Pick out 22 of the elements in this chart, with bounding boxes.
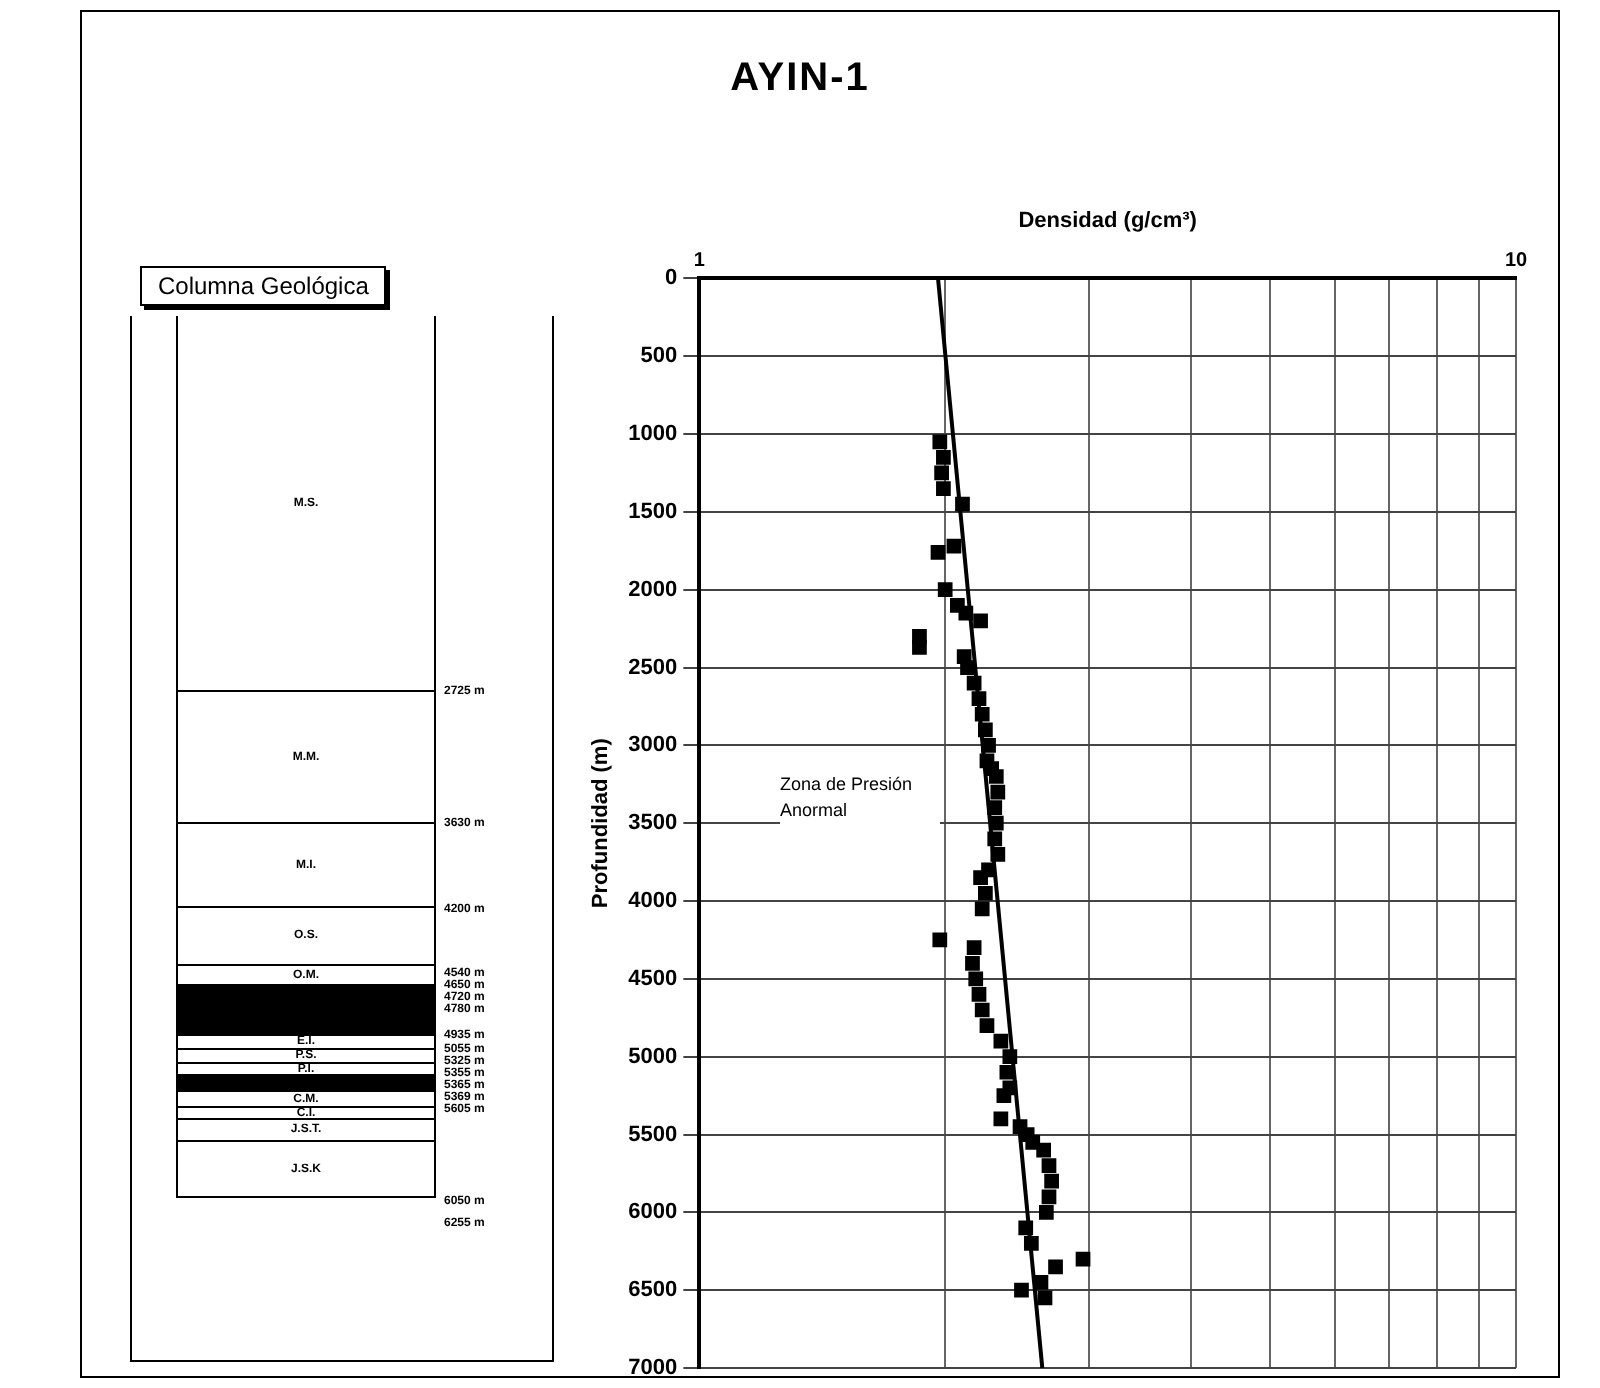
x-tick-label: 10: [1504, 249, 1528, 272]
y-tick-label: 5000: [628, 1044, 678, 1069]
y-tick-label: 4000: [628, 889, 678, 914]
y-tick-label: 2000: [628, 577, 678, 602]
y-tick-label: 500: [640, 344, 678, 369]
x-axis-title: Densidad (g/cm³): [1018, 209, 1198, 234]
y-tick-label: 6000: [628, 1200, 678, 1225]
y-tick-label: 5500: [628, 1122, 678, 1147]
y-tick-label: 7000: [628, 1356, 678, 1381]
x-tick-label: 1: [693, 249, 706, 272]
y-tick-label: 1000: [628, 422, 678, 447]
text: Columna Geológica: [140, 266, 387, 306]
y-tick-label: 3000: [628, 733, 678, 758]
y-tick-label: 0: [665, 266, 678, 291]
y-tick-label: 6500: [628, 1278, 678, 1303]
y-tick-label: 2500: [628, 655, 678, 680]
y-axis-title: Profundidad (m): [589, 737, 614, 909]
y-tick-label: 3500: [628, 811, 678, 836]
chart-title: AYIN-1: [728, 56, 872, 102]
y-tick-label: 4500: [628, 966, 678, 991]
y-tick-label: 1500: [628, 499, 678, 524]
annotation: Zona de Presión Anormal: [780, 772, 940, 824]
